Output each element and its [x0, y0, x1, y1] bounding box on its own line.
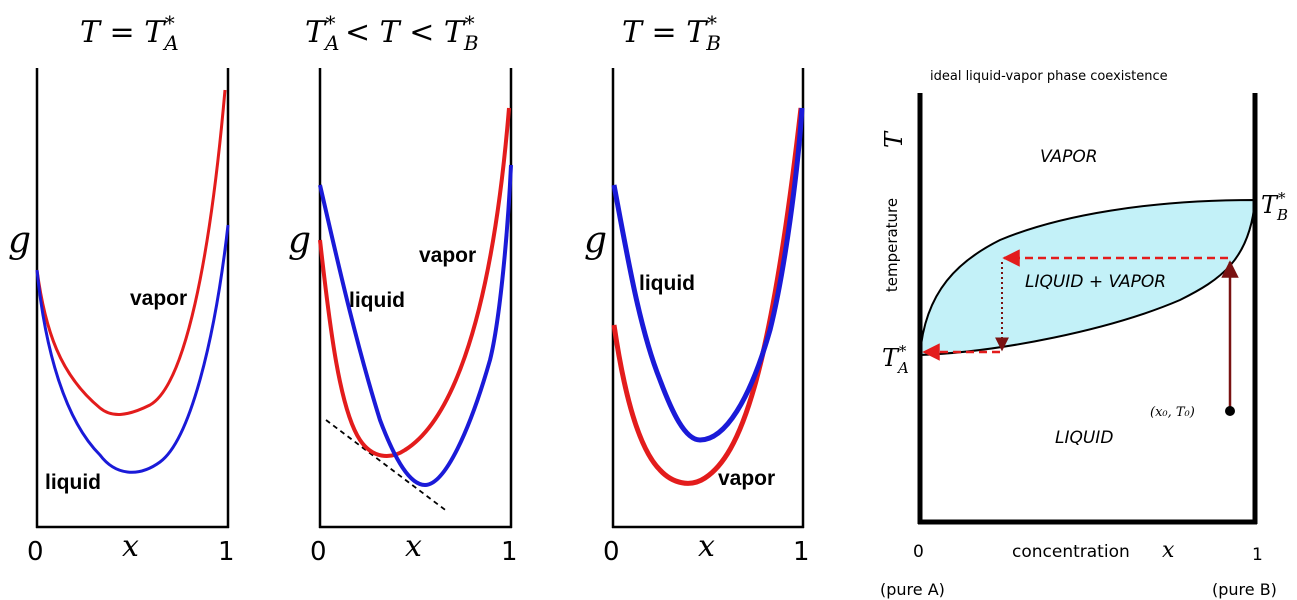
x-axis-label: x	[405, 529, 422, 564]
panel-ta: T = TA* g vapor liquid 0 1 x	[8, 11, 235, 567]
vapor-curve	[614, 108, 801, 483]
vapor-curve	[320, 108, 509, 456]
vapor-label: vapor	[130, 287, 187, 310]
vapor-curve	[37, 90, 225, 414]
x-axis-label: x	[698, 529, 715, 564]
liquid-curve	[37, 225, 228, 472]
diagram-title: ideal liquid-vapor phase coexistence	[930, 69, 1168, 84]
vapor-region-label: VAPOR	[1040, 147, 1098, 167]
phase-diagram: ideal liquid-vapor phase coexistence T t…	[880, 69, 1288, 599]
initial-state-point	[1225, 406, 1235, 416]
pure-a-label: (pure A)	[880, 580, 945, 599]
panel-title: T = TA*	[80, 11, 179, 55]
ta-star-label: TA*	[882, 342, 909, 377]
tick-0: 0	[913, 542, 924, 562]
panel-title: T = TB*	[622, 11, 721, 55]
panel-intermediate: TA* < T < TB* g vapor liquid 0 1 x	[288, 11, 518, 567]
g-axis-label: g	[584, 220, 607, 261]
panel-tb: T = TB* g liquid vapor 0 1 x	[584, 11, 810, 567]
vapor-label: vapor	[718, 467, 775, 490]
g-axis-label: g	[8, 220, 31, 261]
panel-title: TA* < T < TB*	[305, 11, 479, 55]
vapor-label: vapor	[419, 244, 476, 267]
tick-1: 1	[501, 537, 518, 567]
tick-1: 1	[1252, 545, 1263, 565]
liquid-label: liquid	[349, 289, 405, 312]
coexistence-region-label: LIQUID + VAPOR	[1025, 272, 1166, 292]
g-axis-label: g	[288, 220, 311, 261]
tb-star-label: TB*	[1261, 189, 1288, 224]
tick-0: 0	[27, 537, 44, 567]
x-axis-label: x	[122, 529, 139, 564]
y-axis-label: temperature	[883, 198, 901, 292]
liquid-label: liquid	[639, 272, 695, 295]
x-axis-symbol: x	[1162, 538, 1175, 563]
liquid-label: liquid	[45, 471, 101, 494]
initial-state-label: (x₀, T₀)	[1150, 405, 1195, 420]
tick-0: 0	[310, 537, 327, 567]
tick-1: 1	[793, 537, 810, 567]
pure-b-label: (pure B)	[1212, 580, 1277, 599]
liquid-region-label: LIQUID	[1055, 428, 1113, 448]
y-axis-symbol: T	[880, 130, 908, 148]
tick-1: 1	[218, 537, 235, 567]
tick-0: 0	[603, 537, 620, 567]
x-axis-label: concentration	[1012, 542, 1130, 562]
